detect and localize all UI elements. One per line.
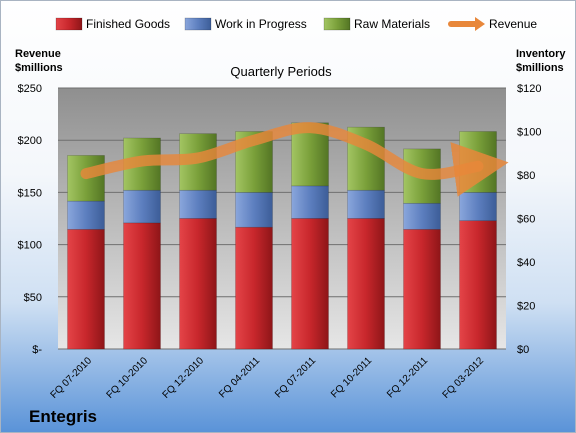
right-tick-label: $120 [517, 83, 541, 95]
legend-label: Revenue [489, 17, 537, 31]
legend-label: Raw Materials [354, 17, 430, 31]
x-tick-label: FQ 12-2011 [385, 355, 430, 400]
bar-work-in-progress [123, 189, 161, 224]
right-tick-label: $100 [517, 127, 541, 139]
left-tick-label: $50 [24, 292, 42, 304]
company-name: Entegris [29, 407, 98, 426]
revenue-line-path [80, 122, 509, 197]
bar-finished-goods [67, 229, 105, 350]
legend-swatch [55, 17, 83, 31]
revenue-line [80, 122, 509, 197]
bar-finished-goods [123, 222, 161, 350]
legend: Finished Goods Work in Progress Raw Materi… [55, 17, 537, 31]
bar-work-in-progress [459, 192, 497, 221]
left-tick-label: $250 [18, 83, 42, 95]
bar-work-in-progress [403, 202, 441, 230]
right-tick-label: $60 [517, 214, 535, 226]
bar-finished-goods [179, 218, 217, 350]
legend-swatch [323, 17, 351, 31]
left-axis-title-line1: Revenue [15, 48, 61, 60]
right-tick-label: $80 [517, 170, 535, 182]
bar-finished-goods [235, 226, 273, 350]
left-axis-ticks: $- $50 $100 $150 $200 $250 [18, 83, 43, 356]
legend-swatch [475, 17, 485, 31]
x-axis-labels: FQ 07-2010 FQ 10-2010 FQ 12-2010 FQ 04-2011… [49, 355, 487, 401]
x-tick-label: FQ 07-2011 [273, 355, 318, 400]
bar-finished-goods [347, 218, 385, 350]
bar-finished-goods [291, 218, 329, 350]
right-tick-label: $20 [517, 301, 535, 313]
legend-label: Finished Goods [86, 17, 170, 31]
x-tick-label: FQ 10-2010 [105, 355, 151, 401]
bar-work-in-progress [291, 185, 329, 219]
bar-finished-goods [403, 229, 441, 350]
left-tick-label: $200 [18, 135, 42, 147]
bar-work-in-progress [347, 189, 385, 219]
bar-work-in-progress [179, 189, 217, 219]
left-tick-label: $- [32, 344, 42, 356]
bar-work-in-progress [235, 192, 273, 228]
bar-finished-goods [459, 220, 497, 350]
x-tick-label: FQ 03-2012 [441, 355, 487, 401]
legend-label: Work in Progress [215, 17, 307, 31]
left-axis-title-line2: $millions [15, 62, 63, 74]
x-tick-label: FQ 10-2011 [329, 355, 374, 400]
right-axis-title-line1: Inventory [516, 48, 566, 60]
right-tick-label: $0 [517, 344, 529, 356]
x-tick-label: FQ 07-2010 [49, 355, 95, 401]
left-tick-label: $100 [18, 240, 42, 252]
bars [67, 122, 497, 350]
bar-work-in-progress [67, 200, 105, 230]
x-tick-label: FQ 12-2010 [161, 355, 207, 401]
chart-title: Quarterly Periods [230, 64, 332, 79]
right-axis-title-line2: $millions [516, 62, 564, 74]
legend-swatch [184, 17, 212, 31]
x-tick-label: FQ 04-2011 [217, 355, 262, 400]
left-tick-label: $150 [18, 187, 42, 199]
right-axis-ticks: $0 $20 $40 $60 $80 $100 $120 [517, 83, 541, 356]
right-tick-label: $40 [517, 257, 535, 269]
